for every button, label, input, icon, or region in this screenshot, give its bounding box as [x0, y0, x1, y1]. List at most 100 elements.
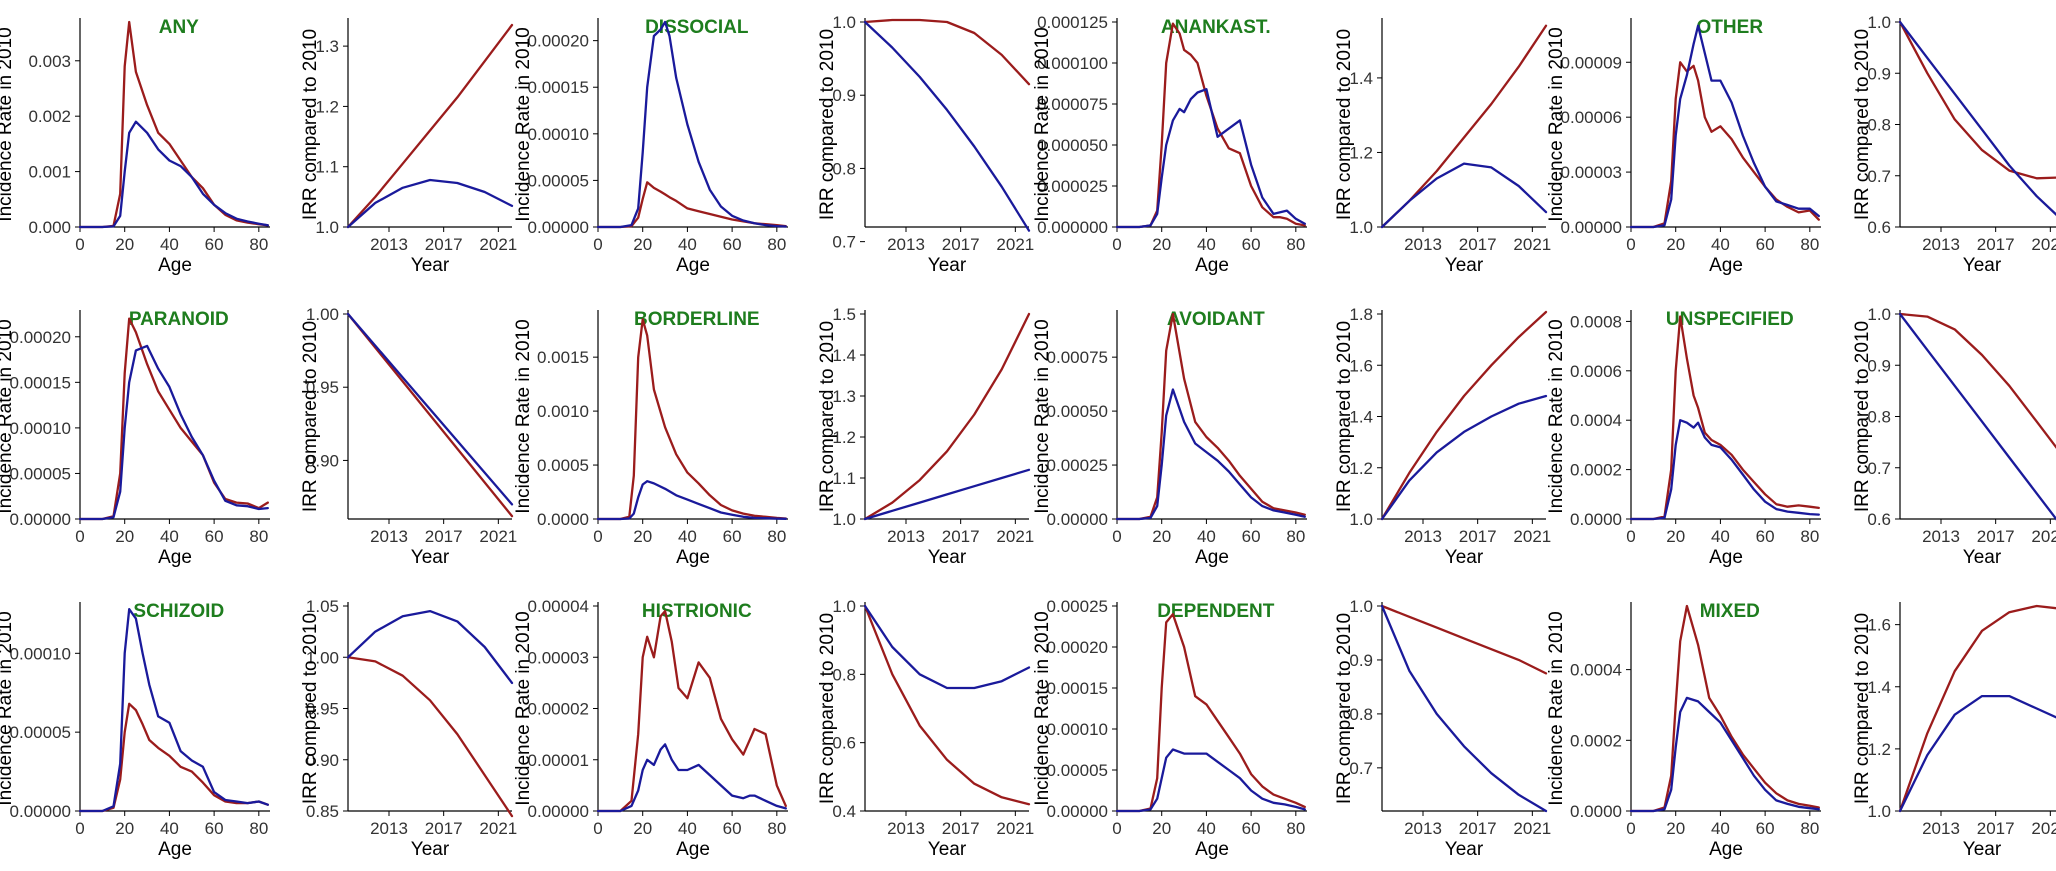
x-tick-label: 2021 [479, 235, 517, 254]
x-axis-label: Age [158, 547, 192, 568]
y-tick-label: 1.05 [306, 597, 339, 616]
x-tick-label: 2017 [942, 527, 980, 546]
x-axis-label: Age [158, 255, 192, 276]
y-tick-label: 1.3 [832, 387, 856, 406]
irr-panel: 1.0 1.1 1.2 1.3 2013 2017 2021 Year IRR compared… [300, 18, 517, 276]
x-axis-label: Year [1963, 255, 2002, 276]
series-line-red [346, 23, 514, 229]
y-tick-label: 0.00015 [10, 373, 71, 392]
series-line-red [863, 18, 1031, 86]
x-axis-label: Age [1195, 547, 1229, 568]
x-tick-label: 0 [593, 235, 602, 254]
series-line-red [1115, 613, 1306, 813]
x-tick-label: 20 [115, 527, 134, 546]
series-line-blue [1629, 419, 1820, 521]
incidence-panel: 0.0000 0.0005 0.0010 0.0015 0 20 40 60 80 Age Inci… [513, 309, 788, 568]
y-tick-label: 0.6 [832, 734, 856, 753]
y-tick-label: 1.4 [1349, 69, 1373, 88]
panel-title: SCHIZOID [133, 601, 224, 622]
x-axis-label: Age [1709, 255, 1743, 276]
incidence-panel: 0.0000 0.0002 0.0004 0 20 40 60 80 Age Incidence … [1546, 601, 1821, 860]
x-tick-label: 60 [723, 819, 742, 838]
series-line-red [1898, 604, 2056, 813]
x-tick-label: 60 [1242, 819, 1261, 838]
incidence-panel: 0.00000 0.00001 0.00002 0.00003 0.00004 0 20 40… [513, 597, 788, 860]
y-axis-label: Incidence Rate in 2010 [0, 27, 16, 221]
x-tick-label: 40 [1711, 527, 1730, 546]
x-tick-label: 60 [723, 235, 742, 254]
y-tick-label: 0.4 [832, 802, 856, 821]
series-line-red [1898, 312, 2056, 449]
y-tick-label: 0.7 [1349, 759, 1373, 778]
y-tick-label: 1.0 [1867, 13, 1891, 32]
y-tick-label: 0.95 [306, 700, 339, 719]
y-tick-label: 0.0004 [1570, 661, 1622, 680]
irr-panel: 0.6 0.7 0.8 0.9 1.0 2013 2017 2021 Year IRR compa… [1852, 305, 2056, 568]
y-tick-label: 0.00005 [10, 464, 71, 483]
x-tick-label: 2013 [887, 235, 925, 254]
y-tick-label: 0.0008 [1570, 312, 1622, 331]
x-tick-label: 80 [767, 527, 786, 546]
x-tick-label: 20 [1152, 527, 1171, 546]
y-tick-label: 0.00015 [1047, 679, 1108, 698]
y-tick-label: 0.9 [1867, 356, 1891, 375]
y-tick-label: 0.00000 [1047, 510, 1108, 529]
series-line-red [1629, 315, 1820, 521]
series-line-red [863, 604, 1031, 806]
y-axis-label: IRR compared to 2010 [300, 613, 321, 804]
x-tick-label: 2021 [1513, 235, 1551, 254]
y-tick-label: 0.8 [832, 159, 856, 178]
y-axis-label: Incidence Rate in 2010 [1032, 27, 1053, 221]
x-tick-label: 2021 [1513, 819, 1551, 838]
x-tick-label: 60 [1242, 527, 1261, 546]
y-axis-label: IRR compared to 2010 [817, 29, 838, 220]
y-tick-label: 0.00020 [1047, 638, 1108, 657]
incidence-panel: 0.000 0.001 0.002 0.003 0 20 40 60 80 Age Incidenc… [0, 17, 270, 276]
x-tick-label: 2021 [996, 527, 1034, 546]
y-tick-label: 0.7 [1867, 459, 1891, 478]
x-tick-label: 2021 [1513, 527, 1551, 546]
y-tick-label: 1.0 [1349, 597, 1373, 616]
panel-title: ANY [159, 17, 199, 38]
x-tick-label: 40 [678, 819, 697, 838]
x-tick-label: 40 [1711, 819, 1730, 838]
series-line-blue [1115, 88, 1306, 229]
series-line-red [596, 318, 787, 521]
x-axis-label: Year [411, 547, 450, 568]
y-tick-label: 0.00003 [528, 648, 589, 667]
x-tick-label: 20 [115, 819, 134, 838]
y-tick-label: 0.00020 [528, 32, 589, 51]
y-axis-label: Incidence Rate in 2010 [1032, 611, 1053, 805]
x-tick-label: 2013 [1922, 527, 1960, 546]
y-tick-label: 0.95 [306, 378, 339, 397]
series-line-red [78, 317, 269, 521]
y-tick-label: 0.00010 [1047, 720, 1108, 739]
y-tick-label: 0.0000 [537, 510, 589, 529]
y-axis-label: Incidence Rate in 2010 [513, 319, 534, 513]
x-tick-label: 2013 [370, 527, 408, 546]
x-tick-label: 2021 [479, 819, 517, 838]
x-tick-label: 20 [1152, 235, 1171, 254]
x-axis-label: Year [1963, 839, 2002, 860]
x-tick-label: 80 [1286, 527, 1305, 546]
y-tick-label: 0.00025 [1047, 456, 1108, 475]
y-tick-label: 0.000 [28, 218, 71, 237]
x-tick-label: 2013 [370, 235, 408, 254]
y-tick-label: 0.00075 [1047, 348, 1108, 367]
x-tick-label: 40 [1197, 235, 1216, 254]
y-tick-label: 0.00005 [10, 723, 71, 742]
panel-title: MIXED [1700, 601, 1760, 622]
y-tick-label: 0.00025 [1047, 597, 1108, 616]
x-tick-label: 2017 [425, 819, 463, 838]
incidence-panel: 0.00000 0.00005 0.00010 0.00015 0.00020 0 20 40… [0, 309, 270, 568]
series-line-blue [78, 344, 269, 521]
y-axis-label: IRR compared to 2010 [300, 29, 321, 220]
x-axis-label: Age [158, 839, 192, 860]
series-line-blue [863, 20, 1031, 232]
x-tick-label: 2013 [887, 527, 925, 546]
y-axis-label: IRR compared to 2010 [1334, 29, 1355, 220]
series-line-blue [863, 468, 1031, 521]
irr-panel: 0.90 0.95 1.00 2013 2017 2021 Year IRR compared… [300, 305, 517, 568]
x-tick-label: 2013 [1404, 235, 1442, 254]
y-tick-label: 0.0015 [537, 348, 589, 367]
